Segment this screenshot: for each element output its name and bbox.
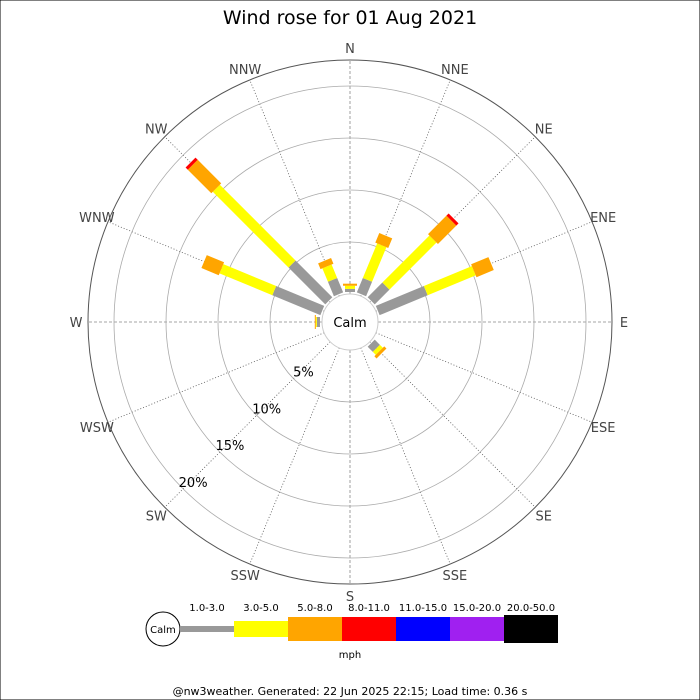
legend-swatch-3.0-5.0 xyxy=(234,621,288,637)
bar-ene-3.0-5.0 xyxy=(423,266,476,296)
legend-calm-label: Calm xyxy=(150,625,176,636)
spoke-sw xyxy=(164,341,331,508)
bar-nw-1.0-3.0 xyxy=(288,260,333,305)
bar-nnw-1.0-3.0 xyxy=(327,277,344,297)
legend-swatch-15.0-20.0 xyxy=(450,617,504,641)
dir-label-nne: NNE xyxy=(441,63,469,78)
spoke-se xyxy=(369,341,536,508)
dir-label-ssw: SSW xyxy=(230,569,260,584)
bar-nne-1.0-3.0 xyxy=(356,277,373,297)
dir-label-w: W xyxy=(70,316,83,331)
bar-nw-8.0-11.0 xyxy=(185,157,198,170)
dir-label-wsw: WSW xyxy=(80,421,114,436)
bar-nne-5.0-8.0 xyxy=(375,232,393,248)
grid-ring-5 xyxy=(269,241,431,403)
legend-unit-label: mph xyxy=(339,650,361,661)
dir-label-ne: NE xyxy=(535,122,553,137)
bar-wnw-1.0-3.0 xyxy=(272,286,325,316)
radial-label-20: 20% xyxy=(179,476,208,491)
dir-label-wnw: WNW xyxy=(79,211,115,226)
calm-circle-group: Calm xyxy=(321,293,379,351)
legend: Calm mph 1.0-3.0 3.0-5.0 5.0-8.0 8.0-11.0 11… xyxy=(145,603,558,661)
dir-label-s: S xyxy=(346,590,354,605)
bar-ene-5.0-8.0 xyxy=(471,257,494,278)
bar-wnw-3.0-5.0 xyxy=(219,264,277,296)
dir-label-nw: NW xyxy=(145,122,168,137)
spoke-ese xyxy=(375,332,593,423)
dir-label-ene: ENE xyxy=(590,211,616,226)
bar-ne-3.0-5.0 xyxy=(382,235,437,290)
legend-label-3.0-5.0: 3.0-5.0 xyxy=(243,603,278,614)
spoke-wsw xyxy=(107,332,325,423)
outer-ring xyxy=(87,59,613,585)
dir-label-e: E xyxy=(620,316,628,331)
legend-label-11.0-15.0: 11.0-15.0 xyxy=(399,603,447,614)
calm-label: Calm xyxy=(333,316,366,331)
legend-label-1.0-3.0: 1.0-3.0 xyxy=(189,603,224,614)
bar-nnw-5.0-8.0 xyxy=(318,257,334,270)
spoke-sse xyxy=(360,347,451,565)
bar-ne-5.0-8.0 xyxy=(428,215,457,244)
footer-text: @nw3weather. Generated: 22 Jun 2025 22:1… xyxy=(173,685,528,698)
radial-label-10: 10% xyxy=(252,402,281,417)
bar-nnw-3.0-5.0 xyxy=(322,264,338,282)
legend-swatch-11.0-15.0 xyxy=(396,617,450,641)
dir-label-sw: SW xyxy=(146,510,167,525)
legend-swatch-8.0-11.0 xyxy=(342,617,396,641)
bar-se-3.0-5.0 xyxy=(372,344,383,355)
radial-label-5: 5% xyxy=(293,366,314,381)
spoke-ssw xyxy=(249,347,340,565)
bar-ne-1.0-3.0 xyxy=(367,282,390,305)
legend-label-8.0-11.0: 8.0-11.0 xyxy=(348,603,390,614)
bars-layer xyxy=(185,157,494,359)
bar-nne-3.0-5.0 xyxy=(362,243,387,282)
legend-label-15.0-20.0: 15.0-20.0 xyxy=(453,603,501,614)
grid-ring-15 xyxy=(165,137,535,507)
legend-label-5.0-8.0: 5.0-8.0 xyxy=(297,603,332,614)
dir-label-sse: SSE xyxy=(442,569,467,584)
bar-se-1.0-3.0 xyxy=(367,339,380,352)
dir-label-nnw: NNW xyxy=(229,63,261,78)
radial-label-15: 15% xyxy=(215,439,244,454)
dir-label-n: N xyxy=(345,42,355,57)
legend-swatch-5.0-8.0 xyxy=(288,617,342,641)
grid-ring-10 xyxy=(217,189,483,455)
spoke-nnw xyxy=(249,79,340,297)
legend-swatch-1.0-3.0 xyxy=(180,626,234,632)
bar-nw-3.0-5.0 xyxy=(212,184,296,268)
dir-label-ese: ESE xyxy=(591,421,616,436)
bar-wnw-5.0-8.0 xyxy=(201,255,225,276)
bar-nw-5.0-8.0 xyxy=(187,159,222,194)
bar-ene-1.0-3.0 xyxy=(375,286,428,316)
labels-layer: N NNE NE ENE E ESE SE SSE S SSW SW WSW W WNW NW NNW 5% 10… xyxy=(70,42,629,605)
bar-se-5.0-8.0 xyxy=(374,346,387,359)
legend-swatch-20.0-50.0 xyxy=(504,615,558,643)
dir-label-se: SE xyxy=(536,510,552,525)
legend-label-20.0-50.0: 20.0-50.0 xyxy=(507,603,555,614)
calm-circle xyxy=(321,293,379,351)
bar-ne-8.0-11.0 xyxy=(446,213,459,226)
chart-title: Wind rose for 01 Aug 2021 xyxy=(223,7,477,29)
grid-ring-20 xyxy=(113,85,587,559)
